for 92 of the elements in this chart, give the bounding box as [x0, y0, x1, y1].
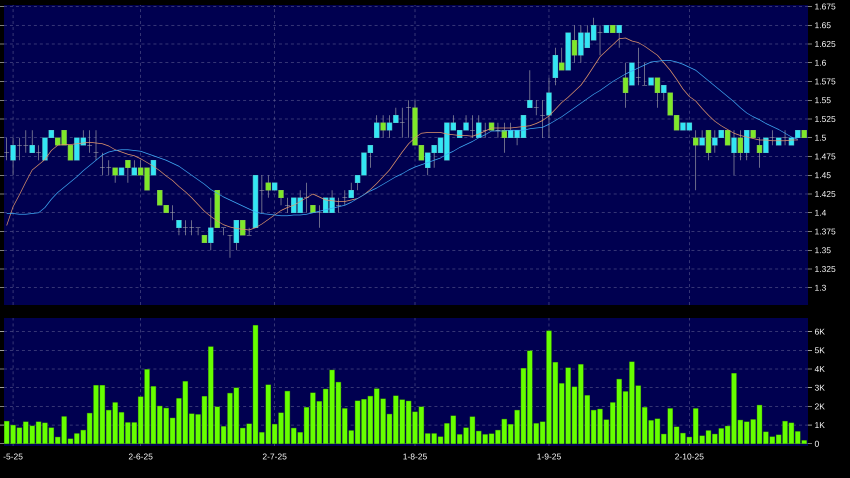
candlestick	[227, 234, 233, 258]
candlestick	[342, 190, 348, 206]
candlestick	[336, 197, 342, 214]
candlestick	[559, 47, 564, 71]
candlestick	[406, 100, 412, 138]
candlestick	[738, 130, 744, 161]
candlestick	[597, 24, 603, 56]
bar	[565, 368, 571, 444]
y-tick-label: 1.525	[815, 116, 836, 122]
candlestick	[259, 174, 265, 214]
candlestick	[540, 100, 546, 138]
candlestick	[770, 130, 776, 146]
candlestick	[278, 190, 284, 206]
candlestick	[125, 160, 131, 184]
candlestick	[284, 197, 290, 214]
candlestick	[482, 122, 488, 138]
candlestick	[782, 130, 788, 146]
candlestick	[692, 130, 698, 191]
x-tick-label: 2-7-25	[262, 454, 287, 460]
candlestick	[642, 62, 648, 86]
x-tick-label: 2-6-25	[128, 454, 153, 460]
y-tick-label: 2K	[814, 403, 825, 410]
candlestick	[622, 62, 628, 108]
y-tick-label: 6K	[814, 328, 825, 335]
candlestick	[495, 122, 501, 138]
bar	[182, 381, 188, 444]
candlestick	[756, 137, 762, 168]
bar	[616, 378, 622, 444]
candlestick	[304, 182, 310, 214]
x-tick-label: 1-8-25	[403, 454, 427, 460]
candlestick	[400, 107, 405, 138]
y-tick-label: 1.35	[815, 247, 831, 254]
candlestick	[552, 47, 558, 86]
y-tick-label: 3K	[814, 384, 825, 391]
candlestick	[636, 47, 642, 86]
y-tick-label: 1.325	[815, 266, 836, 272]
x-tick-label: 1-9-25	[537, 454, 561, 460]
y-tick-label: 1.5	[815, 134, 826, 141]
candlestick	[150, 160, 156, 176]
bar	[578, 364, 584, 444]
candlestick	[470, 114, 476, 138]
x-tick-label: -5-25	[4, 454, 23, 460]
candlestick	[572, 24, 578, 64]
y-tick-label: 1.45	[815, 172, 831, 178]
candlestick	[132, 160, 138, 176]
candlestick	[616, 24, 622, 48]
candlestick	[93, 130, 99, 161]
candlestick	[208, 197, 214, 251]
y-tick-label: 1.575	[815, 78, 836, 84]
candlestick	[699, 130, 705, 146]
y-tick-label: 1.475	[815, 154, 836, 160]
candlestick	[724, 130, 730, 146]
candlestick	[654, 77, 660, 108]
candlestick	[661, 84, 667, 101]
y-tick-label: 1K	[815, 422, 825, 428]
bar	[552, 362, 558, 444]
bar	[316, 401, 322, 444]
candlestick	[731, 130, 737, 176]
candlestick	[374, 114, 380, 138]
candlestick	[629, 62, 635, 86]
candlestick	[706, 130, 712, 161]
y-tick-label: 4K	[814, 366, 825, 372]
y-tick-label: 1.425	[815, 191, 836, 197]
candlestick	[36, 144, 42, 161]
y-tick-label: 1.6	[815, 60, 826, 66]
bar	[527, 350, 533, 444]
candlestick	[86, 130, 92, 154]
y-tick-label: 5K	[814, 347, 825, 354]
candlestick	[533, 100, 539, 116]
y-tick-label: 1.65	[815, 22, 831, 28]
y-tick-label: 1.55	[815, 97, 831, 104]
candlestick	[182, 220, 188, 236]
y-tick-label: 1.625	[815, 41, 836, 47]
candlestick	[380, 114, 386, 138]
bar	[234, 388, 240, 444]
x-tick-label: 2-10-25	[675, 454, 704, 460]
bar	[266, 384, 271, 444]
y-tick-label: 1.375	[815, 228, 836, 234]
candlestick	[240, 220, 246, 236]
bar	[100, 385, 106, 444]
candlestick	[4, 137, 10, 161]
y-tick-label: 1.3	[815, 284, 826, 291]
candlestick	[744, 130, 750, 161]
bar	[208, 346, 214, 444]
candlestick	[170, 204, 176, 221]
bar	[584, 395, 590, 444]
y-tick-label: 1.675	[815, 4, 836, 10]
y-tick-label: 1.4	[815, 210, 826, 216]
candlestick	[316, 204, 322, 228]
candlestick	[763, 137, 769, 154]
y-tick-label: 0	[814, 440, 819, 447]
bar	[559, 383, 564, 444]
